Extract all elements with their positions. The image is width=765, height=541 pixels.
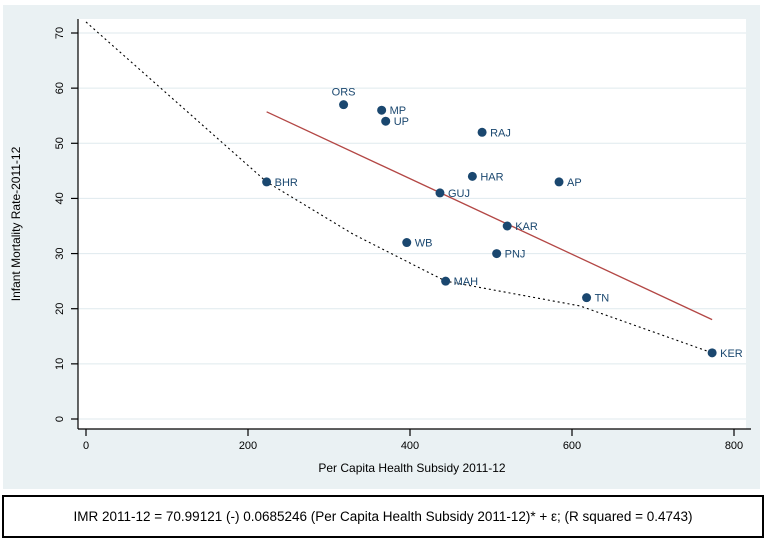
data-point <box>435 188 445 198</box>
data-point <box>707 348 717 358</box>
data-point <box>381 116 391 126</box>
fit-line <box>266 111 713 321</box>
data-point-label: RAJ <box>490 127 511 139</box>
frontier-dotted-line <box>85 21 713 354</box>
y-tick-label: 10 <box>54 358 66 370</box>
data-point <box>262 177 272 187</box>
y-tick-label: 0 <box>54 416 66 422</box>
regression-caption-box: IMR 2011-12 = 70.99121 (-) 0.0685246 (Pe… <box>2 495 764 538</box>
data-point <box>492 249 502 259</box>
data-point-label: MAH <box>454 276 479 288</box>
y-tick-label: 60 <box>54 82 66 94</box>
data-point-label: AP <box>567 177 582 189</box>
data-point-label: ORS <box>332 87 356 99</box>
regression-equation: IMR 2011-12 = 70.99121 (-) 0.0685246 (Pe… <box>73 509 693 524</box>
x-tick-label: 600 <box>563 440 581 452</box>
data-point <box>467 171 477 181</box>
y-tick-label: 20 <box>54 303 66 315</box>
data-point-label: BHR <box>275 177 298 189</box>
plot-area <box>78 19 746 429</box>
data-point <box>477 127 487 137</box>
data-point-label: UP <box>394 116 409 128</box>
x-tick-label: 400 <box>401 440 419 452</box>
x-tick-label: 200 <box>239 440 257 452</box>
data-point <box>377 105 387 115</box>
data-point-label: WB <box>415 238 433 250</box>
data-point-label: PNJ <box>505 249 526 261</box>
data-point-label: TN <box>595 293 610 305</box>
x-axis-title: Per Capita Health Subsidy 2011-12 <box>318 461 506 475</box>
data-point-label: HAR <box>480 171 503 183</box>
data-point-label: KAR <box>515 221 538 233</box>
y-tick-label: 40 <box>54 192 66 204</box>
data-point <box>554 177 564 187</box>
scatter-chart: 0 10 20 30 40 50 60 70 0 200 400 600 800 ORS MP UP RAJ HA… <box>3 5 760 489</box>
data-point-label: GUJ <box>448 188 470 200</box>
y-axis-title: Infant Mortality Rate-2011-12 <box>9 146 23 302</box>
data-point <box>502 221 512 231</box>
data-point <box>441 276 451 286</box>
data-point <box>402 238 412 248</box>
y-tick-label: 70 <box>54 27 66 39</box>
x-tick-label: 0 <box>83 440 89 452</box>
data-point-label: MP <box>390 105 407 117</box>
data-point <box>582 293 592 303</box>
y-tick-label: 50 <box>54 137 66 149</box>
y-tick-label: 30 <box>54 247 66 259</box>
data-point-label: KER <box>720 348 743 360</box>
x-tick-label: 800 <box>725 440 743 452</box>
data-point <box>339 100 349 110</box>
